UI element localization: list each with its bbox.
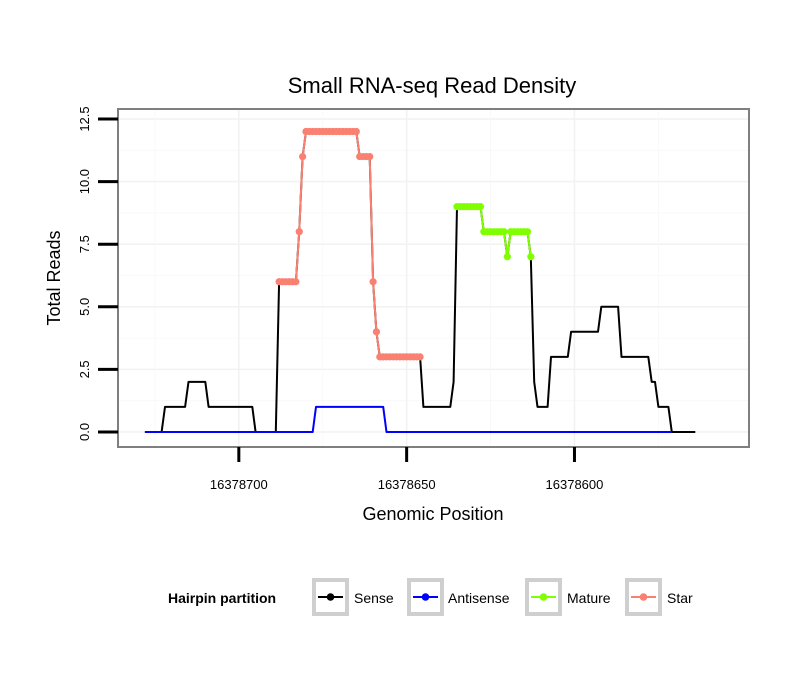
grid-lines	[118, 109, 749, 447]
legend-item-sense: Sense	[312, 578, 394, 616]
legend-item-mature: Mature	[525, 578, 611, 616]
y-tick-label: 5.0	[77, 298, 92, 316]
mature-point	[523, 228, 532, 236]
x-tick-label: 16378650	[378, 477, 436, 492]
y-tick-label: 12.5	[77, 106, 92, 131]
legend-label-mature: Mature	[567, 590, 611, 606]
legend-marker-mature	[539, 593, 548, 601]
legend-label-star: Star	[667, 590, 693, 606]
star-point	[366, 152, 374, 161]
legend-marker-star	[639, 593, 648, 601]
star-point	[295, 228, 303, 236]
legend-title: Hairpin partition	[168, 590, 276, 606]
legend-label-sense: Sense	[354, 590, 394, 606]
y-axis: 0.0 2.5 5.0 7.5 10.0 12.5	[77, 106, 118, 441]
chart-title: Small RNA-seq Read Density	[288, 73, 577, 98]
star-point	[369, 278, 377, 286]
star-point	[292, 278, 300, 286]
y-tick-label: 2.5	[77, 360, 92, 378]
antisense-series-line	[144, 405, 672, 433]
y-axis-title: Total Reads	[44, 230, 64, 325]
series-layer	[144, 127, 696, 433]
legend: Hairpin partition Sense Antisense Mature St…	[168, 578, 693, 616]
plot-panel	[118, 109, 749, 447]
star-point	[352, 127, 360, 136]
legend-marker-antisense	[421, 593, 430, 601]
star-point	[372, 328, 381, 336]
y-tick-label: 7.5	[77, 235, 92, 253]
x-tick-label: 16378600	[546, 477, 604, 492]
star-point	[299, 152, 307, 161]
legend-item-antisense: Antisense	[407, 578, 510, 616]
legend-label-antisense: Antisense	[448, 590, 510, 606]
y-tick-label: 0.0	[77, 423, 92, 441]
x-axis: 16378700 16378650 16378600	[210, 447, 603, 492]
mature-point	[500, 228, 508, 236]
mature-point	[503, 253, 511, 261]
mature-point	[476, 203, 485, 211]
legend-marker-sense	[326, 593, 335, 601]
x-tick-label: 16378700	[210, 477, 268, 492]
x-axis-title: Genomic Position	[362, 504, 503, 524]
plot-panel-border	[117, 108, 750, 448]
legend-item-star: Star	[625, 578, 693, 616]
y-tick-label: 10.0	[77, 169, 92, 194]
star-point	[416, 353, 424, 361]
mature-point	[527, 253, 535, 261]
